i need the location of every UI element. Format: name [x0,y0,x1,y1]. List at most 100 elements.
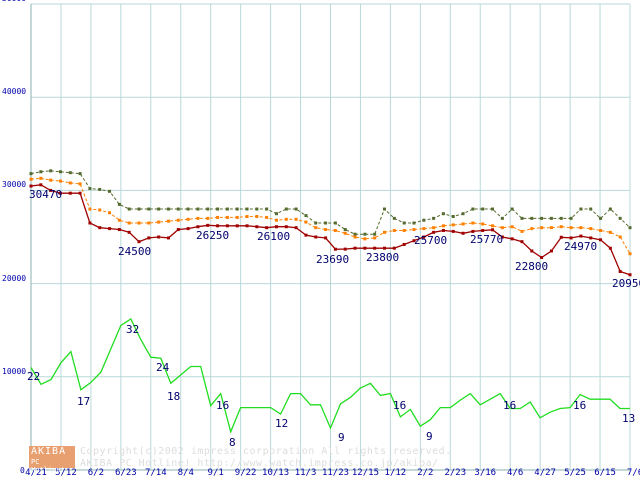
series-marker-1 [530,227,534,231]
x-tick-label: 8/4 [177,468,194,478]
series-marker-2 [441,228,445,232]
series-marker-2 [392,246,396,250]
series-marker-2 [353,246,357,250]
x-tick-label: 6/23 [115,468,137,478]
series-marker-2 [520,240,524,244]
series-marker-1 [284,217,288,221]
series-marker-1 [579,226,583,230]
x-tick-label: 7/6 [626,468,640,478]
series-marker-2 [500,235,504,239]
data-label: 23800 [366,251,400,264]
data-label: 13 [622,412,636,425]
series-marker-2 [29,184,33,188]
data-label: 22 [27,370,41,383]
y-tick-label: 50000 [2,0,26,3]
series-marker-0 [363,232,367,236]
data-label: 25700 [414,234,448,247]
data-label: 23690 [316,253,350,266]
series-marker-2 [324,236,328,240]
series-marker-2 [68,191,72,195]
series-marker-0 [353,232,357,236]
series-marker-1 [441,224,445,228]
series-marker-0 [225,207,229,211]
x-tick-label: 12/15 [351,468,379,478]
series-marker-2 [589,236,593,240]
series-marker-0 [392,216,396,220]
data-label: 17 [77,395,91,408]
series-marker-0 [579,207,583,211]
series-marker-1 [127,221,131,225]
series-marker-0 [314,221,318,225]
series-marker-1 [402,228,406,232]
x-tick-label: 9/1 [207,468,224,478]
series-marker-0 [137,207,141,211]
series-marker-1 [589,227,593,231]
series-marker-0 [88,187,92,191]
series-marker-0 [294,207,298,211]
series-marker-0 [127,207,131,211]
x-tick-label: 11/3 [294,468,317,478]
data-label: 24 [156,361,170,374]
series-marker-0 [540,216,544,220]
x-tick-label: 4/21 [25,468,47,478]
series-marker-1 [599,228,603,232]
data-label: 9 [338,431,345,444]
series-marker-1 [147,221,151,225]
x-tick-label: 1/12 [384,468,407,478]
series-marker-2 [471,229,475,233]
series-marker-0 [29,172,33,176]
grid [30,3,631,471]
series-marker-0 [265,207,269,211]
series-marker-1 [491,224,495,228]
copyright-line2: AKIBA PC Hotline! http://www.watch.impre… [80,458,439,469]
data-label: 30470 [29,188,63,201]
series-marker-2 [88,221,92,225]
series-marker-2 [373,246,377,250]
series-marker-1 [461,222,465,226]
series-marker-0 [176,207,180,211]
series-marker-1 [618,235,622,239]
y-tick-label: 40000 [2,87,27,97]
series-marker-0 [68,171,72,175]
series-marker-2 [481,228,485,232]
series-marker-1 [412,228,416,232]
series-marker-2 [608,246,612,250]
series-marker-2 [304,233,308,237]
series-marker-2 [166,236,170,240]
x-tick-label: 5/25 [564,468,586,478]
series-marker-2 [599,238,603,242]
series-marker-1 [78,182,82,186]
series-marker-0 [471,207,475,211]
x-tick-label: 2/2 [417,468,434,478]
series-marker-1 [176,218,180,222]
data-label: 16 [573,399,587,412]
series-marker-2 [579,234,583,238]
x-tick-label: 3/16 [474,468,497,478]
series-marker-0 [412,221,416,225]
series-marker-1 [58,179,62,183]
series-marker-1 [373,236,377,240]
series-marker-0 [402,221,406,225]
series-marker-1 [559,225,563,229]
series-marker-1 [294,217,298,221]
series-marker-2 [157,235,161,239]
series-marker-0 [549,216,553,220]
series-marker-0 [206,207,210,211]
series-marker-0 [599,216,603,220]
data-label: 16 [216,399,230,412]
series-marker-2 [58,191,62,195]
x-tick-label: 5/12 [55,468,77,478]
series-marker-1 [255,214,259,218]
series-marker-0 [569,216,573,220]
series-marker-2 [225,224,229,228]
series-marker-0 [274,212,278,216]
series-marker-2 [461,231,465,235]
series-marker-0 [235,207,239,211]
series-marker-1 [216,215,220,219]
series-marker-2 [235,224,239,228]
series-marker-2 [98,226,102,230]
series-marker-2 [510,237,514,241]
series-marker-0 [559,216,563,220]
series-marker-1 [549,226,553,230]
x-tick-label: 6/2 [87,468,105,478]
